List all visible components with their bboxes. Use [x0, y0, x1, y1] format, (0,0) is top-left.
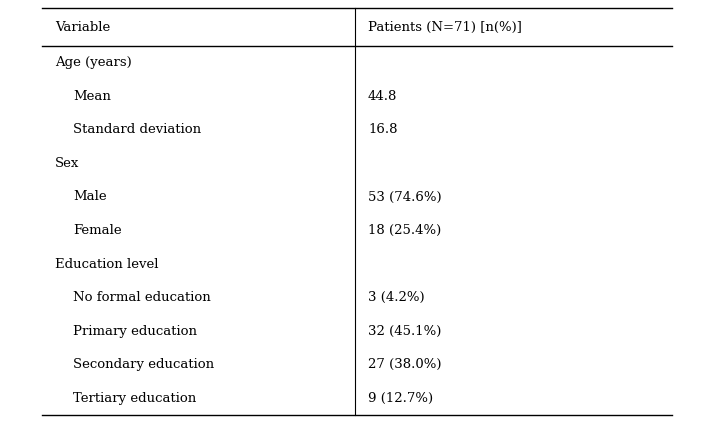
- Text: Female: Female: [73, 224, 122, 237]
- Text: 32 (45.1%): 32 (45.1%): [368, 325, 441, 337]
- Text: Secondary education: Secondary education: [73, 358, 214, 371]
- Text: Variable: Variable: [55, 20, 111, 34]
- Text: Age (years): Age (years): [55, 56, 132, 69]
- Text: Standard deviation: Standard deviation: [73, 123, 201, 136]
- Text: 9 (12.7%): 9 (12.7%): [368, 392, 433, 405]
- Text: 44.8: 44.8: [368, 90, 397, 103]
- Text: 16.8: 16.8: [368, 123, 398, 136]
- Text: 53 (74.6%): 53 (74.6%): [368, 190, 441, 204]
- Text: No formal education: No formal education: [73, 291, 211, 304]
- Text: Mean: Mean: [73, 90, 111, 103]
- Text: 18 (25.4%): 18 (25.4%): [368, 224, 441, 237]
- Text: 3 (4.2%): 3 (4.2%): [368, 291, 425, 304]
- Text: Male: Male: [73, 190, 107, 204]
- Text: Sex: Sex: [55, 157, 79, 170]
- Text: Primary education: Primary education: [73, 325, 197, 337]
- Text: Tertiary education: Tertiary education: [73, 392, 196, 405]
- Text: Education level: Education level: [55, 258, 158, 271]
- Text: 27 (38.0%): 27 (38.0%): [368, 358, 441, 371]
- Text: Patients (N=71) [n(%)]: Patients (N=71) [n(%)]: [368, 20, 522, 34]
